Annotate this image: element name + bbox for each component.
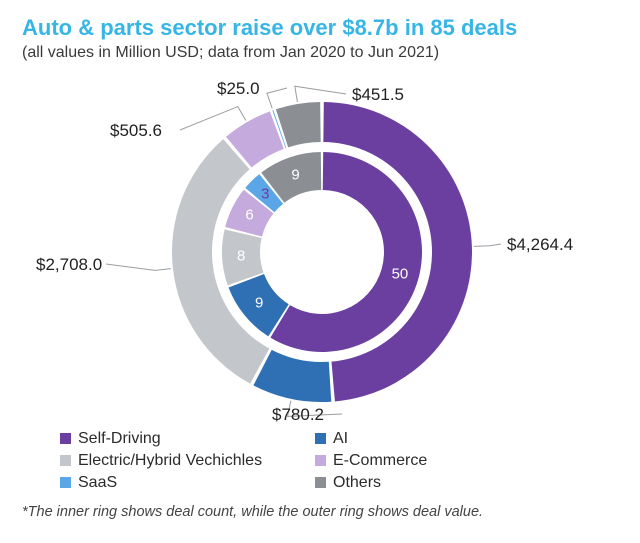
leader-line-2 [106, 264, 171, 270]
legend-label-4: SaaS [78, 474, 117, 492]
value-label-2: $2,708.0 [36, 256, 102, 273]
value-label-0: $4,264.4 [507, 236, 573, 253]
donut-chart: $4,264.4 $780.2 $2,708.0 $505.6 $25.0 $451.5 5… [22, 66, 618, 426]
count-label-0: 50 [392, 266, 409, 281]
legend-item-1: AI [315, 430, 545, 448]
outer-slice-1 [253, 349, 331, 401]
legend-swatch-2 [60, 455, 71, 466]
count-label-4: 3 [261, 186, 269, 201]
legend-label-5: Others [333, 474, 381, 492]
value-label-3: $505.6 [110, 122, 162, 139]
legend-swatch-3 [315, 455, 326, 466]
leader-line-4 [267, 88, 287, 108]
page-subtitle: (all values in Million USD; data from Ja… [22, 44, 618, 62]
count-label-2: 8 [237, 248, 245, 263]
count-label-1: 9 [255, 295, 263, 310]
legend-item-3: E-Commerce [315, 452, 545, 470]
legend-item-4: SaaS [60, 474, 315, 492]
leader-line-5 [295, 86, 346, 102]
legend-swatch-1 [315, 433, 326, 444]
legend-item-5: Others [315, 474, 545, 492]
legend-swatch-4 [60, 477, 71, 488]
legend-swatch-5 [315, 477, 326, 488]
count-label-3: 6 [245, 208, 253, 223]
outer-slice-5 [276, 102, 321, 147]
legend-item-2: Electric/Hybrid Vechichles [60, 452, 315, 470]
leader-line-0 [474, 244, 501, 246]
legend-label-0: Self-Driving [78, 430, 161, 448]
page-title: Auto & parts sector raise over $8.7b in … [22, 14, 618, 42]
value-label-4: $25.0 [217, 80, 260, 97]
chart-footnote: *The inner ring shows deal count, while … [22, 504, 618, 520]
value-label-1: $780.2 [272, 406, 324, 423]
legend-label-2: Electric/Hybrid Vechichles [78, 452, 262, 470]
legend-item-0: Self-Driving [60, 430, 315, 448]
legend-label-1: AI [333, 430, 348, 448]
count-label-5: 9 [291, 167, 299, 182]
value-label-5: $451.5 [352, 86, 404, 103]
legend: Self-Driving AI Electric/Hybrid Vechichles… [60, 428, 580, 494]
leader-line-3 [180, 106, 246, 129]
legend-label-3: E-Commerce [333, 452, 427, 470]
legend-swatch-0 [60, 433, 71, 444]
